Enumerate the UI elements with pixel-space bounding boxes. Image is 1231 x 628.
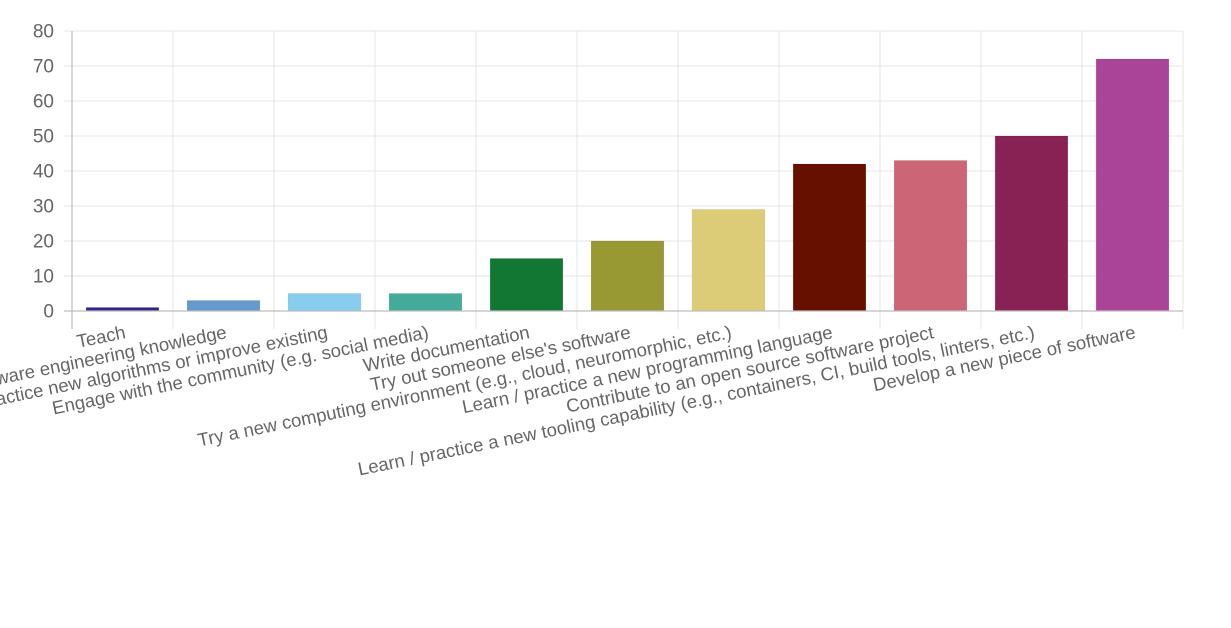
x-tick-labels: TeachLearn / practice software engineeri…	[0, 321, 1137, 479]
gridlines	[64, 30, 1184, 329]
bar	[792, 163, 867, 312]
y-tick-label: 20	[33, 232, 54, 253]
bar	[994, 135, 1069, 312]
y-tick-label: 80	[33, 22, 54, 43]
bar	[691, 209, 766, 312]
axes	[64, 31, 1183, 329]
bar	[489, 258, 564, 312]
y-tick-label: 50	[33, 127, 54, 148]
bar	[186, 300, 261, 312]
bar	[893, 160, 968, 312]
y-tick-label: 60	[33, 92, 54, 113]
y-tick-label: 70	[33, 57, 54, 78]
y-tick-labels: 0 10 20 30 40 50 60 70 80	[33, 22, 54, 323]
y-tick-label: 0	[43, 302, 54, 323]
bars	[85, 58, 1170, 312]
y-tick-label: 30	[33, 197, 54, 218]
bar	[590, 240, 665, 312]
y-tick-label: 40	[33, 162, 54, 183]
bar	[1095, 58, 1170, 312]
bar	[287, 293, 362, 312]
y-tick-label: 10	[33, 267, 54, 288]
bar	[388, 293, 463, 312]
